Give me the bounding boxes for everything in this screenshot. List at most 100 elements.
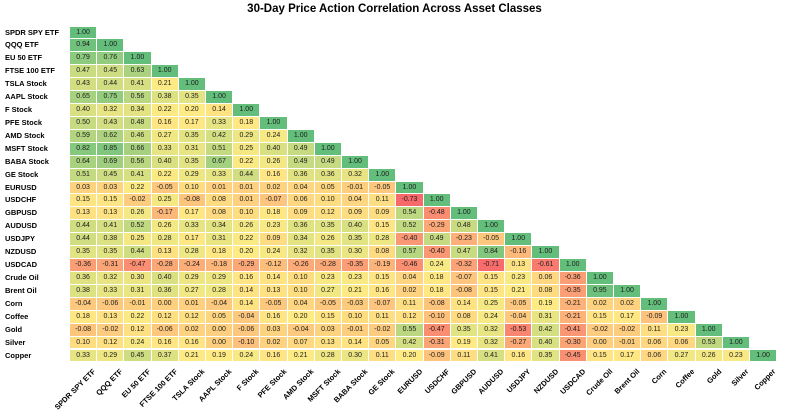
x-axis-label: GBPUSD [449, 367, 479, 397]
heatmap-cell: -0.35 [342, 259, 369, 271]
heatmap-cell: 0.08 [450, 310, 477, 323]
heatmap-cell: 1.00 [260, 116, 287, 129]
heatmap-cell: 0.28 [178, 246, 205, 259]
heatmap-cell: 0.47 [450, 246, 477, 259]
heatmap-cell: 0.38 [97, 233, 124, 246]
heatmap-cell: 0.17 [178, 207, 205, 220]
heatmap-cell: 0.28 [369, 233, 396, 246]
heatmap-cell: -0.09 [641, 310, 668, 323]
heatmap-cell: -0.16 [505, 246, 532, 259]
heatmap-cell: -0.04 [70, 297, 97, 310]
heatmap-cell: 1.00 [70, 26, 97, 39]
heatmap-cell: 0.06 [668, 336, 695, 349]
heatmap-cell: -0.32 [450, 259, 477, 271]
heatmap-cell: 0.06 [287, 194, 314, 207]
heatmap-cell: 0.25 [478, 297, 505, 310]
y-axis-label: TSLA Stock [5, 79, 47, 89]
heatmap-cell: -0.26 [287, 259, 314, 271]
heatmap-cell: 0.94 [70, 39, 97, 52]
x-axis-label: Silver [729, 367, 751, 388]
heatmap-cell: 0.26 [314, 233, 341, 246]
y-axis-label: Copper [5, 350, 32, 360]
heatmap-cell: 0.53 [695, 336, 722, 349]
heatmap-cell: 0.19 [532, 297, 559, 310]
heatmap-cell: -0.02 [586, 323, 613, 336]
heatmap-cell: 0.95 [586, 284, 613, 297]
heatmap-cell: 0.35 [97, 246, 124, 259]
heatmap-cell: 0.11 [369, 349, 396, 362]
heatmap-cell: 0.45 [97, 168, 124, 181]
heatmap-cell: 0.32 [97, 271, 124, 284]
heatmap-cell: -0.28 [151, 259, 178, 271]
heatmap-cell: 0.34 [287, 233, 314, 246]
heatmap-cell: 0.29 [97, 349, 124, 362]
heatmap-cell: 0.22 [233, 155, 260, 168]
heatmap-cell: 0.13 [70, 207, 97, 220]
x-axis-label: SPDR SPY ETF [52, 367, 98, 412]
x-axis-label: USDJPY [505, 367, 533, 395]
heatmap-cell: -0.04 [206, 297, 233, 310]
heatmap-cell: 1.00 [586, 271, 613, 284]
heatmap-cell: 0.17 [178, 233, 205, 246]
heatmap-cell: 0.33 [151, 142, 178, 155]
heatmap-cell: 0.46 [124, 129, 151, 142]
heatmap-cell: 0.04 [287, 297, 314, 310]
heatmap-cell: 0.33 [178, 220, 205, 233]
heatmap-cell: -0.03 [342, 297, 369, 310]
heatmap-cell: 0.31 [124, 284, 151, 297]
heatmap-cell: -0.07 [450, 271, 477, 284]
heatmap-cell: 0.15 [70, 194, 97, 207]
heatmap-cell: -0.01 [124, 297, 151, 310]
heatmap-cell: 0.03 [70, 181, 97, 194]
heatmap-cell: 0.25 [151, 194, 178, 207]
y-axis-label: BABA Stock [5, 156, 49, 166]
heatmap-cell: -0.01 [342, 323, 369, 336]
heatmap-cell: 0.18 [260, 207, 287, 220]
heatmap-cell: -0.12 [260, 259, 287, 271]
heatmap-cell: -0.61 [532, 259, 559, 271]
y-axis-label: Silver [5, 337, 26, 347]
heatmap-cell: 0.65 [70, 91, 97, 103]
heatmap-cell: 1.00 [450, 207, 477, 220]
heatmap-cell: 0.17 [178, 116, 205, 129]
heatmap-cell: -0.24 [178, 259, 205, 271]
heatmap-cell: 0.49 [423, 233, 450, 246]
heatmap-cell: 0.03 [97, 181, 124, 194]
heatmap-cell: 0.02 [614, 297, 641, 310]
y-axis-label: AUDUSD [5, 221, 38, 231]
heatmap-cell: 0.22 [151, 104, 178, 116]
heatmap-cell: 0.56 [124, 91, 151, 103]
heatmap-cell: 0.35 [314, 246, 341, 259]
heatmap-cell: -0.01 [614, 336, 641, 349]
heatmap-cell: 0.26 [233, 220, 260, 233]
heatmap-cell: 0.12 [396, 310, 423, 323]
heatmap-cell: -0.05 [260, 297, 287, 310]
heatmap-cell: 0.43 [70, 78, 97, 91]
y-axis-label: USDJPY [5, 234, 36, 244]
heatmap-cell: 0.49 [314, 155, 341, 168]
heatmap-cell: -0.06 [151, 323, 178, 336]
heatmap-cell: 0.41 [124, 168, 151, 181]
heatmap-cell: 0.51 [206, 142, 233, 155]
x-axis-label: USDCHF [422, 367, 452, 396]
heatmap-cell: 0.75 [97, 91, 124, 103]
heatmap-cell: 0.20 [233, 246, 260, 259]
heatmap-cell: 0.33 [206, 116, 233, 129]
heatmap-cell: 0.15 [97, 194, 124, 207]
heatmap-cell: 1.00 [695, 323, 722, 336]
heatmap-cell: 0.12 [314, 207, 341, 220]
heatmap-cell: 0.19 [206, 349, 233, 362]
heatmap-cell: -0.21 [559, 310, 586, 323]
heatmap-cell: -0.02 [97, 323, 124, 336]
x-axis-label: Gold [704, 367, 724, 386]
heatmap-cell: -0.46 [396, 259, 423, 271]
heatmap-cell: 0.50 [70, 116, 97, 129]
heatmap-cell: 0.16 [151, 116, 178, 129]
heatmap-cell: -0.02 [124, 194, 151, 207]
y-axis-label: USDCAD [5, 260, 38, 270]
heatmap-cell: -0.05 [369, 181, 396, 194]
heatmap-cell: 0.05 [314, 181, 341, 194]
heatmap-cell: -0.05 [505, 297, 532, 310]
heatmap-cell: 0.28 [151, 233, 178, 246]
heatmap-cell: 0.13 [505, 259, 532, 271]
